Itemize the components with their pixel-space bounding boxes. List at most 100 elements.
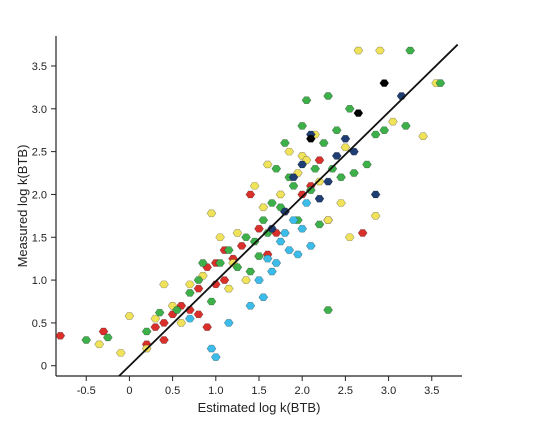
y-tick-label: 1.5 [32,232,47,244]
data-point-cyan [284,246,295,254]
data-point-green [370,130,381,139]
data-point-red [159,336,169,344]
data-point-navy [288,173,299,182]
data-point-yellow [258,203,269,212]
data-point-cyan [185,314,195,323]
x-tick-label: 3.5 [424,385,439,397]
data-point-yellow [353,46,364,55]
data-point-green [215,259,225,267]
data-point-green [400,122,411,130]
data-point-green [206,297,217,306]
data-point-green [154,308,165,317]
data-point-green [379,126,390,135]
data-point-green [314,220,325,229]
data-point-green [323,306,333,314]
data-point-yellow [262,160,273,169]
data-point-green [288,182,299,190]
data-point-cyan [293,250,303,259]
data-point-green [223,246,234,254]
data-point-green [185,289,195,297]
data-point-navy [370,190,381,199]
data-point-cyan [280,229,290,237]
data-point-green [271,164,282,173]
data-point-green [141,327,152,336]
data-point-cyan [271,259,282,267]
data-point-green [245,267,256,276]
y-tick-label: 1.0 [32,275,47,287]
data-point-yellow [206,209,217,218]
data-point-yellow [223,284,234,293]
y-tick-label: 2.0 [32,189,47,201]
data-point-black [379,79,390,87]
y-tick-label: 3.5 [32,61,47,73]
data-point-cyan [210,353,221,361]
data-point-green [241,233,251,242]
data-point-red [193,310,204,319]
y-tick-label: 0 [41,361,47,373]
data-point-green [323,92,333,100]
data-point-yellow [388,117,398,126]
x-tick-label: 2.5 [338,385,353,397]
data-point-green [232,263,243,272]
data-point-yellow [185,280,195,289]
data-point-cyan [275,237,286,246]
data-point-green [81,336,92,344]
data-point-yellow [323,216,333,224]
data-point-yellow [275,190,286,199]
x-tick-label: 2.0 [295,385,310,397]
x-tick-label: 0 [126,385,132,397]
data-point-green [280,139,290,147]
data-point-navy [314,194,325,203]
data-point-black [305,134,316,143]
data-point-yellow [94,340,105,349]
data-point-red [245,190,256,199]
data-point-green [310,164,321,173]
data-point-yellow [375,46,385,55]
data-point-navy [323,177,333,186]
data-point-green [172,306,182,314]
data-point-red [357,229,368,237]
data-point-yellow [215,233,225,242]
data-point-green [362,160,372,169]
x-axis-title: Estimated log k(BTB) [198,400,321,415]
data-point-green [349,169,359,177]
data-point-yellow [370,212,381,220]
data-point-navy [280,207,290,216]
data-point-yellow [418,132,428,141]
data-point-cyan [262,254,273,263]
y-tick-label: 3.0 [32,104,47,116]
data-point-yellow [249,182,260,190]
data-point-navy [331,152,342,160]
data-point-red [254,224,264,233]
data-point-green [336,173,346,182]
y-tick-label: 2.5 [32,147,47,159]
data-point-yellow [241,276,251,284]
data-point-yellow [232,229,243,237]
data-point-cyan [223,319,234,327]
y-ticks: 0 0.5 1.0 1.5 2.0 2.5 3.0 3.5 [32,61,56,373]
data-point-yellow [344,233,355,242]
data-point-green [318,139,329,147]
data-point-red [297,190,308,199]
data-point-yellow [159,280,169,289]
data-point-green [249,237,260,246]
data-point-red [236,242,247,250]
data-point-red [219,276,230,284]
data-point-red [193,284,204,293]
x-tick-label: 1.5 [251,385,266,397]
y-tick-label: 0.5 [32,318,47,330]
x-ticks: -0.5 0 0.5 1.0 1.5 2.0 2.5 3.0 3.5 [77,376,439,397]
data-point-green [405,46,416,55]
data-point-cyan [254,276,264,284]
x-tick-label: 1.0 [208,385,223,397]
data-point-green [258,216,269,224]
data-point-red [314,156,325,164]
data-point-cyan [206,344,217,353]
data-point-green [297,122,308,130]
data-point-red [55,331,66,340]
axes [55,36,462,377]
data-point-yellow [340,143,351,152]
data-point-green [435,79,446,87]
data-point-green [267,199,277,207]
